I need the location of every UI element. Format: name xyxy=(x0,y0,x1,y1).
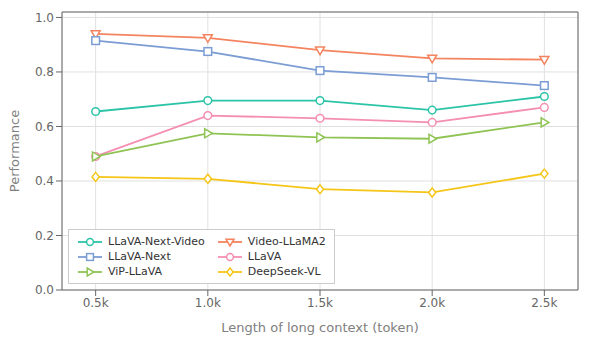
svg-text:Length of long context (token): Length of long context (token) xyxy=(221,320,418,335)
svg-text:1.5k: 1.5k xyxy=(307,296,333,310)
html-text:LLaVA: LLaVA xyxy=(247,250,282,263)
svg-text:0.8: 0.8 xyxy=(35,65,54,79)
html-text:Video-LLaMA2: Video-LLaMA2 xyxy=(247,235,326,248)
svg-text:2.0k: 2.0k xyxy=(419,296,445,310)
svg-text:1.0k: 1.0k xyxy=(195,296,221,310)
svg-text:0.6: 0.6 xyxy=(35,120,54,134)
svg-text:0.5k: 0.5k xyxy=(83,296,109,310)
html-text:LLaVA-Next-Video: LLaVA-Next-Video xyxy=(108,235,205,248)
svg-text:0.0: 0.0 xyxy=(35,283,54,297)
svg-text:0.4: 0.4 xyxy=(35,174,54,188)
svg-text:1.0: 1.0 xyxy=(35,11,54,25)
svg-text:2.5k: 2.5k xyxy=(531,296,557,310)
html-text:DeepSeek-VL: DeepSeek-VL xyxy=(247,265,321,278)
html-text:LLaVA-Next: LLaVA-Next xyxy=(108,250,171,263)
svg-text:0.2: 0.2 xyxy=(35,229,54,243)
html-text:ViP-LLaVA: ViP-LLaVA xyxy=(108,265,162,278)
svg-text:Performance: Performance xyxy=(8,110,22,192)
